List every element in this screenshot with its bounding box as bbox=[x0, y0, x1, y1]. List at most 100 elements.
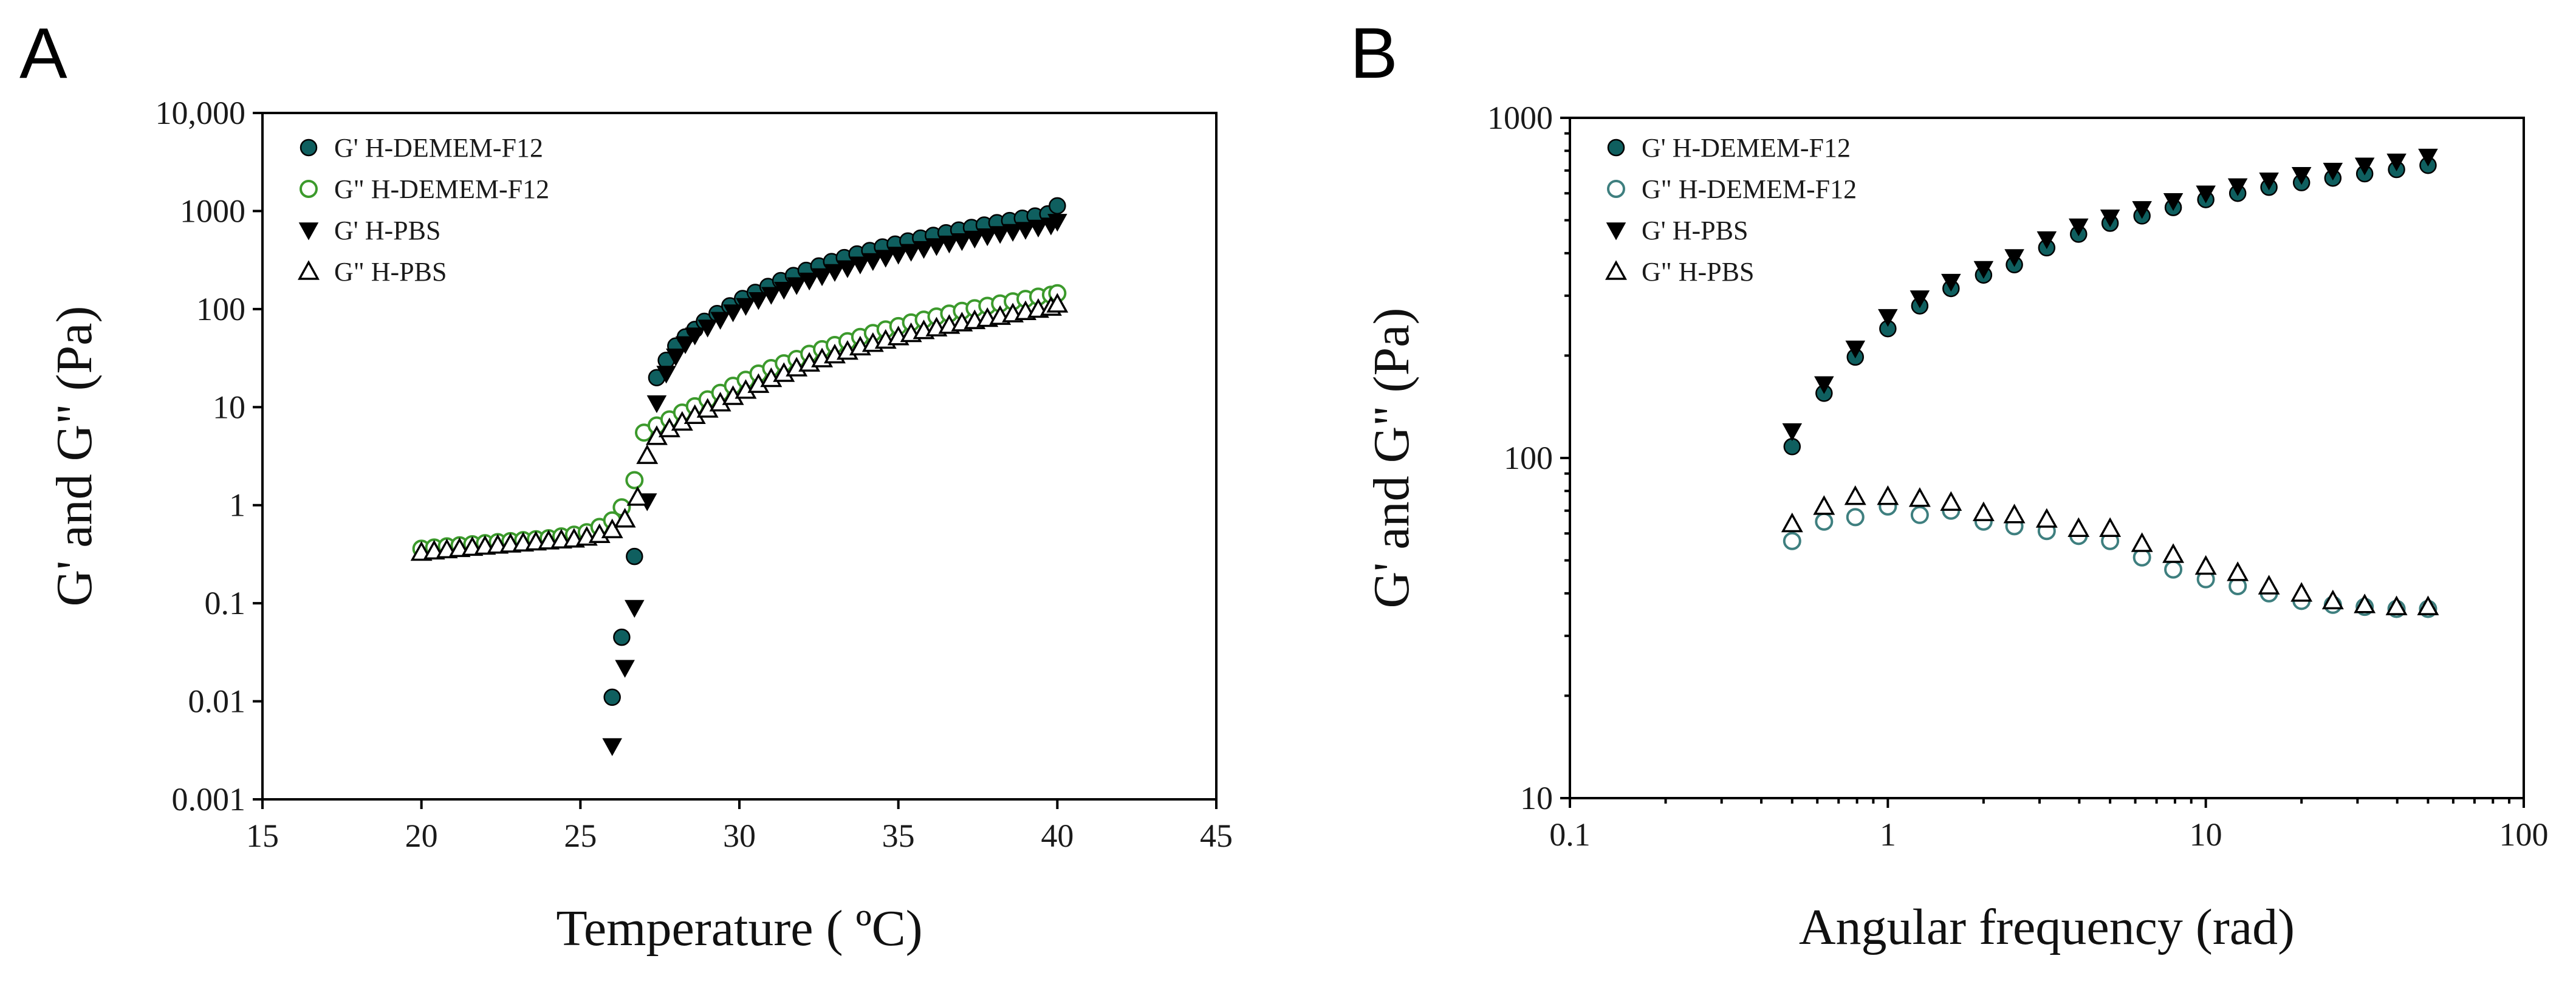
b-data-point bbox=[2194, 555, 2217, 575]
a-y-tick-label: 1 bbox=[229, 487, 245, 524]
a-data-point bbox=[824, 264, 845, 282]
b-data-point bbox=[1845, 340, 1866, 359]
panel-b-ticks: 0.1 1 10 100 10 100 1000 bbox=[1487, 100, 2549, 853]
panel-a-y-axis-title: G' and G" (Pa) bbox=[46, 306, 103, 607]
a-data-point bbox=[964, 230, 985, 249]
a-series-4 bbox=[410, 293, 1069, 561]
b-data-point bbox=[2164, 560, 2183, 579]
a-legend-marker bbox=[300, 138, 318, 157]
a-data-point bbox=[952, 233, 972, 251]
b-data-point bbox=[2417, 595, 2439, 615]
a-y-tick-label: 100 bbox=[196, 291, 245, 327]
b-data-point bbox=[2258, 575, 2280, 595]
b-data-point bbox=[2323, 162, 2343, 181]
b-data-point bbox=[2321, 589, 2344, 610]
a-series-3 bbox=[602, 214, 1067, 756]
b-data-point bbox=[2099, 517, 2122, 538]
a-data-point bbox=[761, 287, 781, 305]
a-data-point bbox=[1049, 197, 1066, 215]
b-data-point bbox=[2163, 193, 2184, 211]
b-data-point bbox=[1781, 512, 1803, 533]
b-data-point bbox=[2036, 231, 2057, 250]
a-data-point bbox=[614, 508, 636, 528]
panel-b-chart: B 0.1 1 10 100 10 100 1000 Angular frequency (… bbox=[1350, 13, 2549, 955]
b-data-point bbox=[2418, 148, 2438, 167]
b-data-point bbox=[2068, 218, 2089, 237]
a-legend-label: G" H-PBS bbox=[334, 257, 447, 287]
b-data-point bbox=[1877, 485, 1899, 505]
a-legend-marker bbox=[298, 222, 319, 241]
b-data-point bbox=[2100, 210, 2120, 228]
a-data-point bbox=[603, 688, 621, 706]
panel-a-legend: G' H-DEMEM-F12 G" H-DEMEM-F12 G' H-PBS G" H… bbox=[298, 133, 549, 287]
b-data-point bbox=[2131, 532, 2153, 552]
b-data-point bbox=[2259, 173, 2279, 191]
a-legend-marker bbox=[300, 180, 318, 198]
a-data-point bbox=[636, 444, 659, 464]
a-x-tick-label: 40 bbox=[1041, 818, 1074, 854]
b-legend-label: G' H-DEMEM-F12 bbox=[1642, 133, 1851, 163]
a-data-point bbox=[888, 247, 908, 265]
b-data-point bbox=[1878, 309, 1898, 327]
a-data-point bbox=[914, 241, 934, 259]
b-data-point bbox=[2003, 504, 2026, 524]
b-data-point bbox=[2354, 157, 2375, 176]
a-data-point bbox=[625, 471, 644, 490]
a-data-point bbox=[1015, 222, 1036, 240]
a-data-point bbox=[927, 238, 947, 256]
panel-b-letter: B bbox=[1350, 13, 1398, 94]
a-data-point bbox=[697, 319, 718, 338]
a-legend-label: G" H-DEMEM-F12 bbox=[334, 174, 549, 204]
a-data-point bbox=[812, 268, 832, 287]
a-data-point bbox=[1028, 219, 1049, 238]
b-data-point bbox=[2227, 178, 2248, 196]
b-data-point bbox=[1783, 531, 1801, 550]
panel-a-plot-frame bbox=[261, 112, 1218, 801]
b-data-point bbox=[1972, 501, 1995, 521]
b-data-point bbox=[1940, 491, 1962, 511]
panel-b-legend: G' H-DEMEM-F12 G" H-DEMEM-F12 G' H-PBS G" H… bbox=[1605, 133, 1857, 287]
panel-a-ticks: 15 20 25 30 35 40 45 0.001 0.01 0.1 1 10 100 1000 10,0… bbox=[156, 95, 1233, 854]
a-x-tick-label: 45 bbox=[1200, 818, 1233, 854]
b-legend-label: G" H-PBS bbox=[1642, 257, 1754, 287]
a-data-point bbox=[723, 304, 743, 323]
b-legend-label: G" H-DEMEM-F12 bbox=[1642, 174, 1857, 204]
panel-a-marks bbox=[410, 197, 1069, 756]
panel-a-chart: A 15 20 25 30 35 40 45 0.001 0.01 0.1 1 10 100 1000 10… bbox=[19, 13, 1233, 957]
a-data-point bbox=[748, 292, 769, 310]
b-data-point bbox=[2004, 249, 2024, 267]
a-data-point bbox=[1002, 224, 1023, 242]
a-data-point bbox=[666, 348, 686, 367]
b-data-point bbox=[2291, 167, 2312, 185]
panel-b-y-axis-title: G' and G" (Pa) bbox=[1363, 308, 1420, 609]
a-data-point bbox=[799, 272, 820, 291]
a-y-tick-label: 10,000 bbox=[156, 95, 246, 131]
a-data-point bbox=[977, 228, 998, 247]
b-legend-marker bbox=[1606, 222, 1626, 241]
panel-a-x-axis-title: Temperature ( ºC) bbox=[556, 900, 922, 957]
a-legend-label: G' H-PBS bbox=[334, 216, 440, 245]
a-data-point bbox=[875, 250, 896, 268]
b-data-point bbox=[1846, 508, 1865, 527]
b-legend-marker bbox=[1605, 260, 1627, 280]
panel-b-x-axis-title: Angular frequency (rad) bbox=[1799, 899, 2295, 955]
b-series-4 bbox=[1781, 485, 2439, 615]
a-data-point bbox=[625, 600, 645, 618]
a-data-point bbox=[736, 298, 756, 316]
b-series-1 bbox=[1783, 156, 2437, 456]
a-data-point bbox=[602, 738, 622, 756]
b-data-point bbox=[2290, 582, 2313, 602]
panel-b-plot-frame bbox=[1569, 117, 2525, 799]
a-data-point bbox=[710, 312, 730, 330]
b-data-point bbox=[1910, 505, 1929, 524]
a-data-point bbox=[939, 235, 959, 254]
b-data-point bbox=[2196, 185, 2216, 203]
a-data-point bbox=[773, 282, 794, 300]
a-data-point bbox=[850, 256, 871, 275]
b-data-point bbox=[1908, 487, 1931, 507]
b-data-point bbox=[2035, 508, 2058, 528]
b-x-tick-label: 0.1 bbox=[1549, 816, 1591, 853]
a-y-tick-label: 1000 bbox=[180, 193, 245, 229]
b-x-tick-label: 100 bbox=[2499, 816, 2549, 853]
